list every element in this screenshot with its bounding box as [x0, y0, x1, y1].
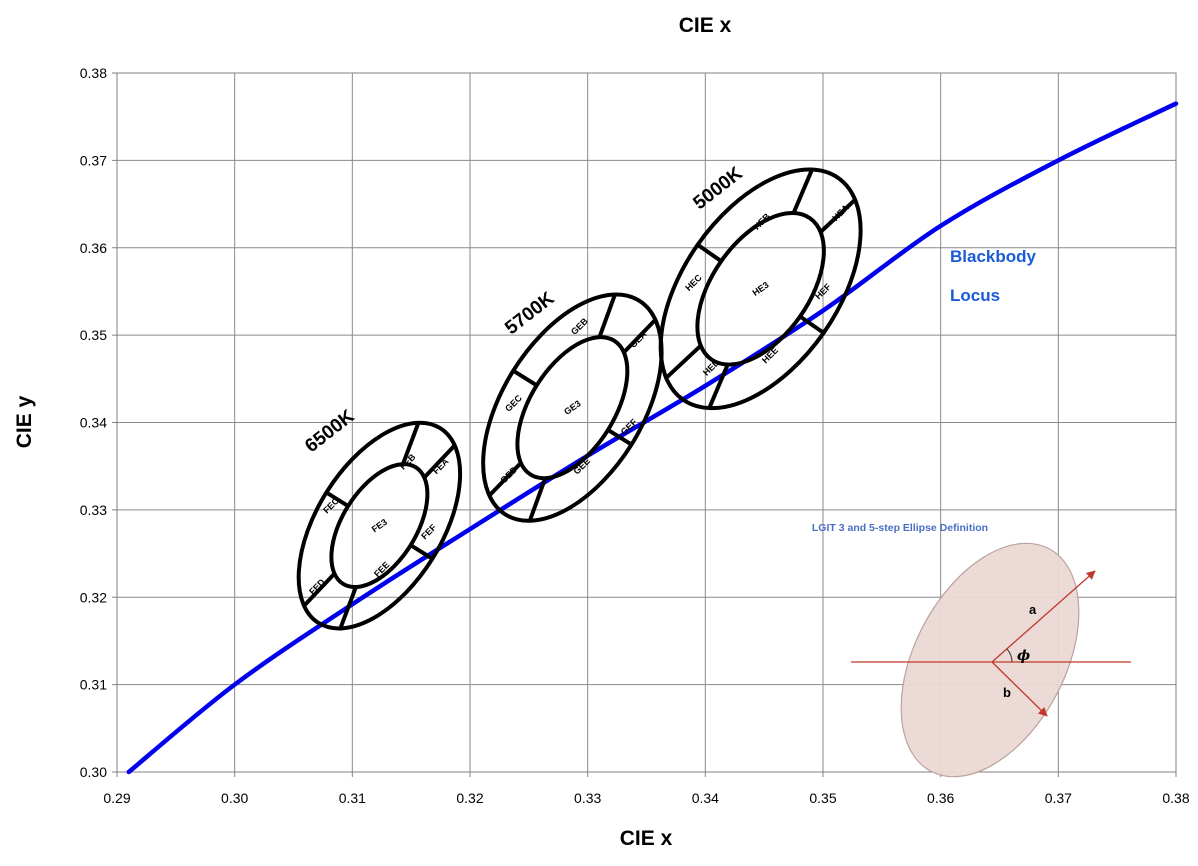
y-axis-label: CIE y — [13, 395, 36, 448]
ellipse-bins: 6500KFE3FEAFEBFECFEDFEEFEF5700KGE3GEAGEB… — [296, 163, 863, 631]
bin-divider — [527, 477, 548, 522]
bin-divider — [338, 586, 358, 630]
x-tick-label: 0.29 — [103, 790, 130, 806]
bin-center-label: HE3 — [751, 280, 771, 298]
bin-divider — [597, 293, 617, 338]
bin-divider — [606, 428, 633, 447]
x-tick-label: 0.38 — [1162, 790, 1189, 806]
inset-ellipse — [900, 542, 1080, 778]
bin-label: GEE — [572, 456, 593, 477]
x-tick-label: 0.31 — [339, 790, 366, 806]
locus-label-line2: Locus — [950, 286, 1000, 305]
x-axis-label: CIE x — [620, 827, 673, 850]
bin-center-label: GE3 — [562, 398, 582, 417]
y-axis-ticks: 0.30 0.31 0.32 0.33 0.34 0.35 0.36 0.37 0.38 — [80, 65, 117, 780]
bin-label: FEA — [431, 456, 451, 476]
bin-divider — [512, 369, 538, 388]
inset-label-phi: ϕ — [1017, 648, 1030, 664]
bin-divider — [707, 363, 730, 409]
bin-label: HEC — [683, 272, 704, 293]
inset-angle-arc — [1006, 648, 1013, 663]
x-tick-label: 0.34 — [692, 790, 719, 806]
y-tick-label: 0.31 — [80, 677, 107, 693]
y-tick-label: 0.36 — [80, 240, 107, 256]
x-tick-label: 0.30 — [221, 790, 248, 806]
cct-label: 6500K — [301, 406, 358, 457]
x-tick-label: 0.35 — [809, 790, 836, 806]
locus-label-line1: Blackbody — [950, 247, 1037, 266]
bin-label: GEC — [503, 392, 524, 413]
y-tick-label: 0.38 — [80, 65, 107, 81]
bin-divider — [798, 314, 825, 335]
bin-divider — [791, 168, 814, 214]
bin-divider — [302, 572, 336, 608]
inset-label-b: b — [1003, 685, 1011, 700]
y-tick-label: 0.33 — [80, 502, 107, 518]
bin-divider — [487, 461, 523, 497]
bin-divider — [401, 422, 421, 465]
bin-divider — [409, 543, 434, 561]
inset-label-a: a — [1029, 602, 1037, 617]
y-tick-label: 0.30 — [80, 764, 107, 780]
x-tick-label: 0.37 — [1045, 790, 1072, 806]
bin-divider — [664, 344, 703, 380]
y-tick-label: 0.37 — [80, 152, 107, 168]
x-axis-ticks: 0.29 0.30 0.31 0.32 0.33 0.34 0.35 0.36 0.37 0.38 — [103, 772, 1190, 806]
bin-divider — [422, 444, 457, 479]
y-tick-label: 0.35 — [80, 327, 107, 343]
chart-title: CIE x — [679, 14, 732, 37]
bin-divider — [819, 198, 857, 234]
blackbody-locus-line — [126, 101, 1179, 775]
x-tick-label: 0.33 — [574, 790, 601, 806]
bin-divider — [325, 490, 350, 508]
bin-divider — [696, 243, 723, 263]
bin-center-label: FE3 — [370, 517, 389, 535]
inset-minor-axis-arrow — [991, 661, 1048, 717]
inset-title: LGIT 3 and 5-step Ellipse Definition — [812, 522, 988, 534]
x-tick-label: 0.36 — [927, 790, 954, 806]
x-tick-label: 0.32 — [456, 790, 483, 806]
y-tick-label: 0.34 — [80, 415, 107, 431]
inset-major-axis-arrow — [991, 570, 1096, 663]
bin-divider — [622, 318, 657, 354]
bin-label: HED — [701, 357, 722, 378]
bin-label: FED — [307, 577, 327, 597]
bin-label: FEE — [372, 560, 391, 579]
bin-label: GEB — [569, 316, 590, 337]
cct-label: 5700K — [501, 288, 558, 339]
cct-label: 5000K — [690, 163, 747, 214]
ellipse-definition-inset: LGIT 3 and 5-step Ellipse Definition a b… — [812, 522, 1131, 778]
y-tick-label: 0.32 — [80, 589, 107, 605]
grid — [117, 73, 1176, 772]
bin-label: HEB — [752, 211, 773, 232]
